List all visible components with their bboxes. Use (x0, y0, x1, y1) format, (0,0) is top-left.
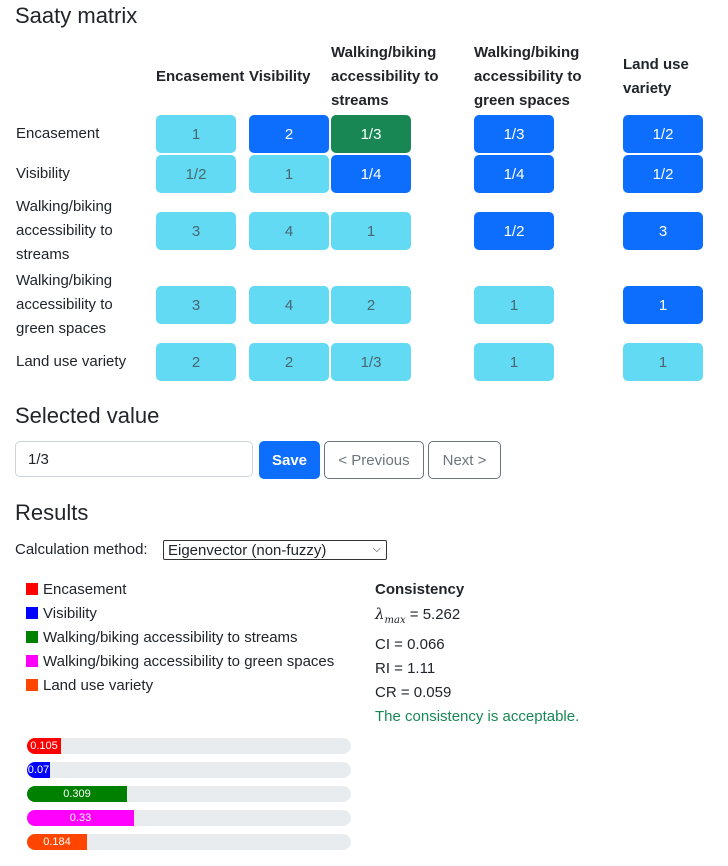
weight-bar-track: 0.33 (27, 810, 351, 826)
next-button[interactable]: Next > (428, 441, 501, 479)
lambda-max: λmax = 5.262 (375, 605, 461, 626)
consistency-title: Consistency (375, 581, 465, 598)
legend-label: Visibility (43, 605, 97, 622)
consistency-message: The consistency is acceptable. (375, 708, 580, 725)
matrix-cell-r5-c2[interactable]: 2 (249, 343, 329, 381)
matrix-cell-r3-c1[interactable]: 3 (156, 212, 236, 250)
ri-value: RI = 1.11 (375, 660, 436, 677)
legend-item: Encasement (26, 578, 336, 602)
col-header-visibility: Visibility (249, 68, 311, 85)
matrix-cell-r1-c3[interactable]: 1/3 (331, 115, 411, 153)
legend-item: Walking/biking accessibility to streams (26, 626, 336, 650)
results-heading: Results (15, 500, 89, 525)
legend-swatch (26, 607, 38, 619)
saaty-matrix-heading: Saaty matrix (15, 3, 138, 28)
selected-value-input[interactable] (15, 441, 253, 477)
calculation-method-label: Calculation method: (15, 541, 148, 558)
matrix-cell-r2-c1[interactable]: 1/2 (156, 155, 236, 193)
matrix-cell-r2-c3[interactable]: 1/4 (331, 155, 411, 193)
matrix-cell-r2-c4[interactable]: 1/4 (474, 155, 554, 193)
row-header-encasement: Encasement (16, 125, 100, 142)
legend-item: Visibility (26, 602, 336, 626)
weight-bar-fill: 0.07 (27, 762, 50, 778)
col-header-streams: Walking/biking accessibility to streams (331, 44, 439, 109)
matrix-cell-r3-c4[interactable]: 1/2 (474, 212, 554, 250)
matrix-cell-r5-c1[interactable]: 2 (156, 343, 236, 381)
matrix-cell-r4-c1[interactable]: 3 (156, 286, 236, 324)
previous-button[interactable]: < Previous (324, 441, 424, 479)
lambda-symbol: λmax (375, 605, 406, 626)
legend-swatch (26, 583, 38, 595)
matrix-cell-r5-c5[interactable]: 1 (623, 343, 703, 381)
legend-label: Walking/biking accessibility to green sp… (43, 653, 335, 670)
matrix-cell-r4-c4[interactable]: 1 (474, 286, 554, 324)
matrix-cell-r1-c5[interactable]: 1/2 (623, 115, 703, 153)
matrix-cell-r2-c5[interactable]: 1/2 (623, 155, 703, 193)
row-header-streams: Walking/biking accessibility to streams (16, 198, 113, 263)
save-button[interactable]: Save (259, 441, 320, 479)
legend-swatch (26, 679, 38, 691)
matrix-cell-r2-c2[interactable]: 1 (249, 155, 329, 193)
legend-label: Land use variety (43, 677, 154, 694)
selected-value-heading: Selected value (15, 403, 160, 428)
weight-bar-fill: 0.105 (27, 738, 61, 754)
weights-legend: Encasement Visibility Walking/biking acces… (26, 578, 336, 698)
weight-bar-fill: 0.33 (27, 810, 134, 826)
weight-bar-fill: 0.309 (27, 786, 127, 802)
row-header-visibility: Visibility (16, 165, 70, 182)
matrix-cell-r4-c2[interactable]: 4 (249, 286, 329, 324)
legend-swatch (26, 655, 38, 667)
col-header-land-use: Land use variety (623, 56, 689, 97)
matrix-cell-r4-c5[interactable]: 1 (623, 286, 703, 324)
matrix-cell-r3-c3[interactable]: 1 (331, 212, 411, 250)
col-header-green-spaces: Walking/biking accessibility to green sp… (474, 44, 582, 109)
cr-value: CR = 0.059 (375, 684, 452, 701)
legend-swatch (26, 631, 38, 643)
legend-label: Walking/biking accessibility to streams (43, 629, 298, 646)
weight-bar-track: 0.309 (27, 786, 351, 802)
weight-bar-track: 0.07 (27, 762, 351, 778)
chevron-down-icon: ⌵ (372, 543, 381, 555)
matrix-cell-r3-c5[interactable]: 3 (623, 212, 703, 250)
legend-item: Land use variety (26, 674, 336, 698)
col-header-encasement: Encasement (156, 68, 245, 85)
weight-bar-track: 0.184 (27, 834, 351, 850)
matrix-cell-r1-c1[interactable]: 1 (156, 115, 236, 153)
legend-item: Walking/biking accessibility to green sp… (26, 650, 336, 674)
row-header-land-use: Land use variety (16, 353, 127, 370)
consistency-panel: Consistency λmax = 5.262 CI = 0.066 RI =… (375, 578, 579, 729)
matrix-cell-r3-c2[interactable]: 4 (249, 212, 329, 250)
matrix-cell-r1-c4[interactable]: 1/3 (474, 115, 554, 153)
weight-bar-fill: 0.184 (27, 834, 87, 850)
calculation-method-value: Eigenvector (non-fuzzy) (168, 541, 327, 559)
calculation-method-select[interactable]: Eigenvector (non-fuzzy) ⌵ (163, 540, 387, 560)
matrix-cell-r5-c4[interactable]: 1 (474, 343, 554, 381)
row-header-green-spaces: Walking/biking accessibility to green sp… (16, 272, 113, 337)
legend-label: Encasement (43, 581, 127, 598)
matrix-cell-r4-c3[interactable]: 2 (331, 286, 411, 324)
matrix-cell-r5-c3[interactable]: 1/3 (331, 343, 411, 381)
matrix-cell-r1-c2[interactable]: 2 (249, 115, 329, 153)
weight-bar-track: 0.105 (27, 738, 351, 754)
ci-value: CI = 0.066 (375, 636, 445, 653)
